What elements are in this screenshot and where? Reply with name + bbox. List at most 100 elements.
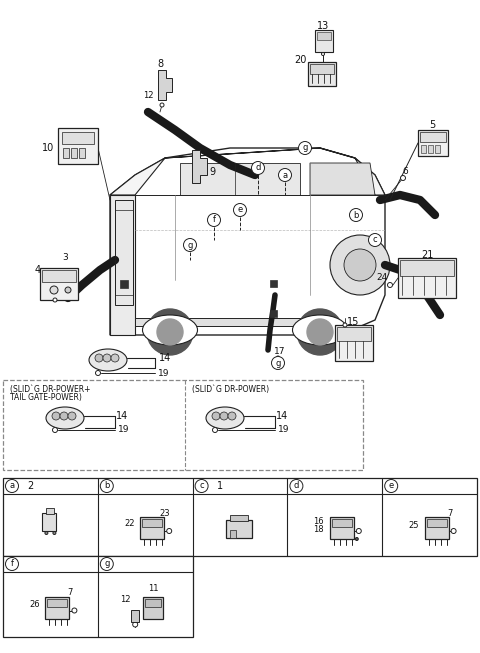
Bar xyxy=(398,258,456,298)
Ellipse shape xyxy=(46,407,84,429)
Bar xyxy=(120,280,128,288)
Circle shape xyxy=(100,558,113,571)
Bar xyxy=(115,200,133,305)
Circle shape xyxy=(65,287,71,293)
Text: 14: 14 xyxy=(276,411,288,421)
Bar xyxy=(3,380,363,470)
Text: d: d xyxy=(255,163,261,172)
Circle shape xyxy=(369,234,382,246)
Text: 6: 6 xyxy=(402,167,408,176)
Text: 22: 22 xyxy=(124,518,134,528)
Bar xyxy=(48,599,67,607)
Text: 1: 1 xyxy=(216,481,223,491)
Text: 26: 26 xyxy=(29,600,40,609)
Bar xyxy=(226,520,252,538)
Circle shape xyxy=(343,323,347,327)
Text: g: g xyxy=(276,358,281,368)
Bar xyxy=(145,599,161,607)
Text: 4: 4 xyxy=(35,265,41,275)
Polygon shape xyxy=(110,148,385,195)
Bar xyxy=(230,530,236,538)
Text: g: g xyxy=(302,144,308,153)
Bar xyxy=(115,210,133,295)
Text: 2: 2 xyxy=(27,481,33,491)
Circle shape xyxy=(52,412,60,420)
Text: (SLID`G DR-POWER): (SLID`G DR-POWER) xyxy=(192,385,269,394)
Circle shape xyxy=(212,412,220,420)
Bar xyxy=(47,508,54,514)
Circle shape xyxy=(299,142,312,155)
Text: c: c xyxy=(199,481,204,490)
Text: 15: 15 xyxy=(347,317,359,327)
Circle shape xyxy=(183,238,196,251)
Text: 18: 18 xyxy=(313,526,324,535)
Text: 13: 13 xyxy=(317,21,329,31)
Bar xyxy=(332,519,352,527)
Circle shape xyxy=(53,532,56,535)
Circle shape xyxy=(330,235,390,295)
Text: 7: 7 xyxy=(68,588,73,597)
Polygon shape xyxy=(158,70,172,100)
Text: 16: 16 xyxy=(313,517,324,526)
Bar xyxy=(71,148,77,158)
Circle shape xyxy=(103,354,111,362)
Text: 11: 11 xyxy=(148,584,158,593)
Bar xyxy=(427,519,446,527)
Text: 12: 12 xyxy=(143,91,153,101)
Text: b: b xyxy=(104,481,109,490)
Bar xyxy=(418,130,448,156)
Text: f: f xyxy=(213,215,216,225)
Bar xyxy=(135,318,310,326)
Text: 19: 19 xyxy=(118,426,130,434)
Text: a: a xyxy=(282,170,288,180)
Bar xyxy=(58,128,98,164)
Ellipse shape xyxy=(89,349,127,371)
Text: 9: 9 xyxy=(209,167,215,177)
Text: 20: 20 xyxy=(294,55,306,65)
Circle shape xyxy=(344,249,376,281)
Bar xyxy=(40,268,78,300)
Circle shape xyxy=(72,608,77,613)
Circle shape xyxy=(349,208,362,221)
Bar xyxy=(335,325,373,361)
Bar xyxy=(42,270,76,282)
Text: 24: 24 xyxy=(376,274,388,283)
Bar xyxy=(425,517,449,539)
Bar xyxy=(317,32,331,40)
Text: 21: 21 xyxy=(421,250,433,260)
Circle shape xyxy=(157,319,183,345)
Circle shape xyxy=(233,204,247,217)
Circle shape xyxy=(307,319,333,345)
Circle shape xyxy=(213,428,217,432)
Bar xyxy=(308,62,336,86)
Circle shape xyxy=(384,479,398,492)
Text: a: a xyxy=(10,481,14,490)
Bar xyxy=(315,30,333,52)
Circle shape xyxy=(68,412,76,420)
Circle shape xyxy=(111,354,119,362)
Bar xyxy=(63,148,69,158)
Bar xyxy=(400,260,454,276)
Text: 14: 14 xyxy=(116,411,128,421)
Bar xyxy=(46,596,70,618)
Text: 3: 3 xyxy=(62,253,68,263)
Text: TAIL GATE-POWER): TAIL GATE-POWER) xyxy=(10,393,82,402)
Circle shape xyxy=(297,309,343,355)
Text: e: e xyxy=(238,206,242,214)
Circle shape xyxy=(278,168,291,182)
Circle shape xyxy=(52,428,58,432)
Text: 25: 25 xyxy=(408,520,419,530)
Circle shape xyxy=(195,479,208,492)
Bar xyxy=(428,145,433,153)
Circle shape xyxy=(50,286,58,294)
Circle shape xyxy=(5,558,19,571)
Text: 23: 23 xyxy=(160,509,170,517)
Circle shape xyxy=(60,412,68,420)
Text: 19: 19 xyxy=(278,426,289,434)
Bar xyxy=(140,517,164,539)
Text: 5: 5 xyxy=(429,120,435,130)
Circle shape xyxy=(45,532,48,535)
Circle shape xyxy=(290,479,303,492)
Bar xyxy=(42,513,57,531)
Circle shape xyxy=(53,298,57,302)
